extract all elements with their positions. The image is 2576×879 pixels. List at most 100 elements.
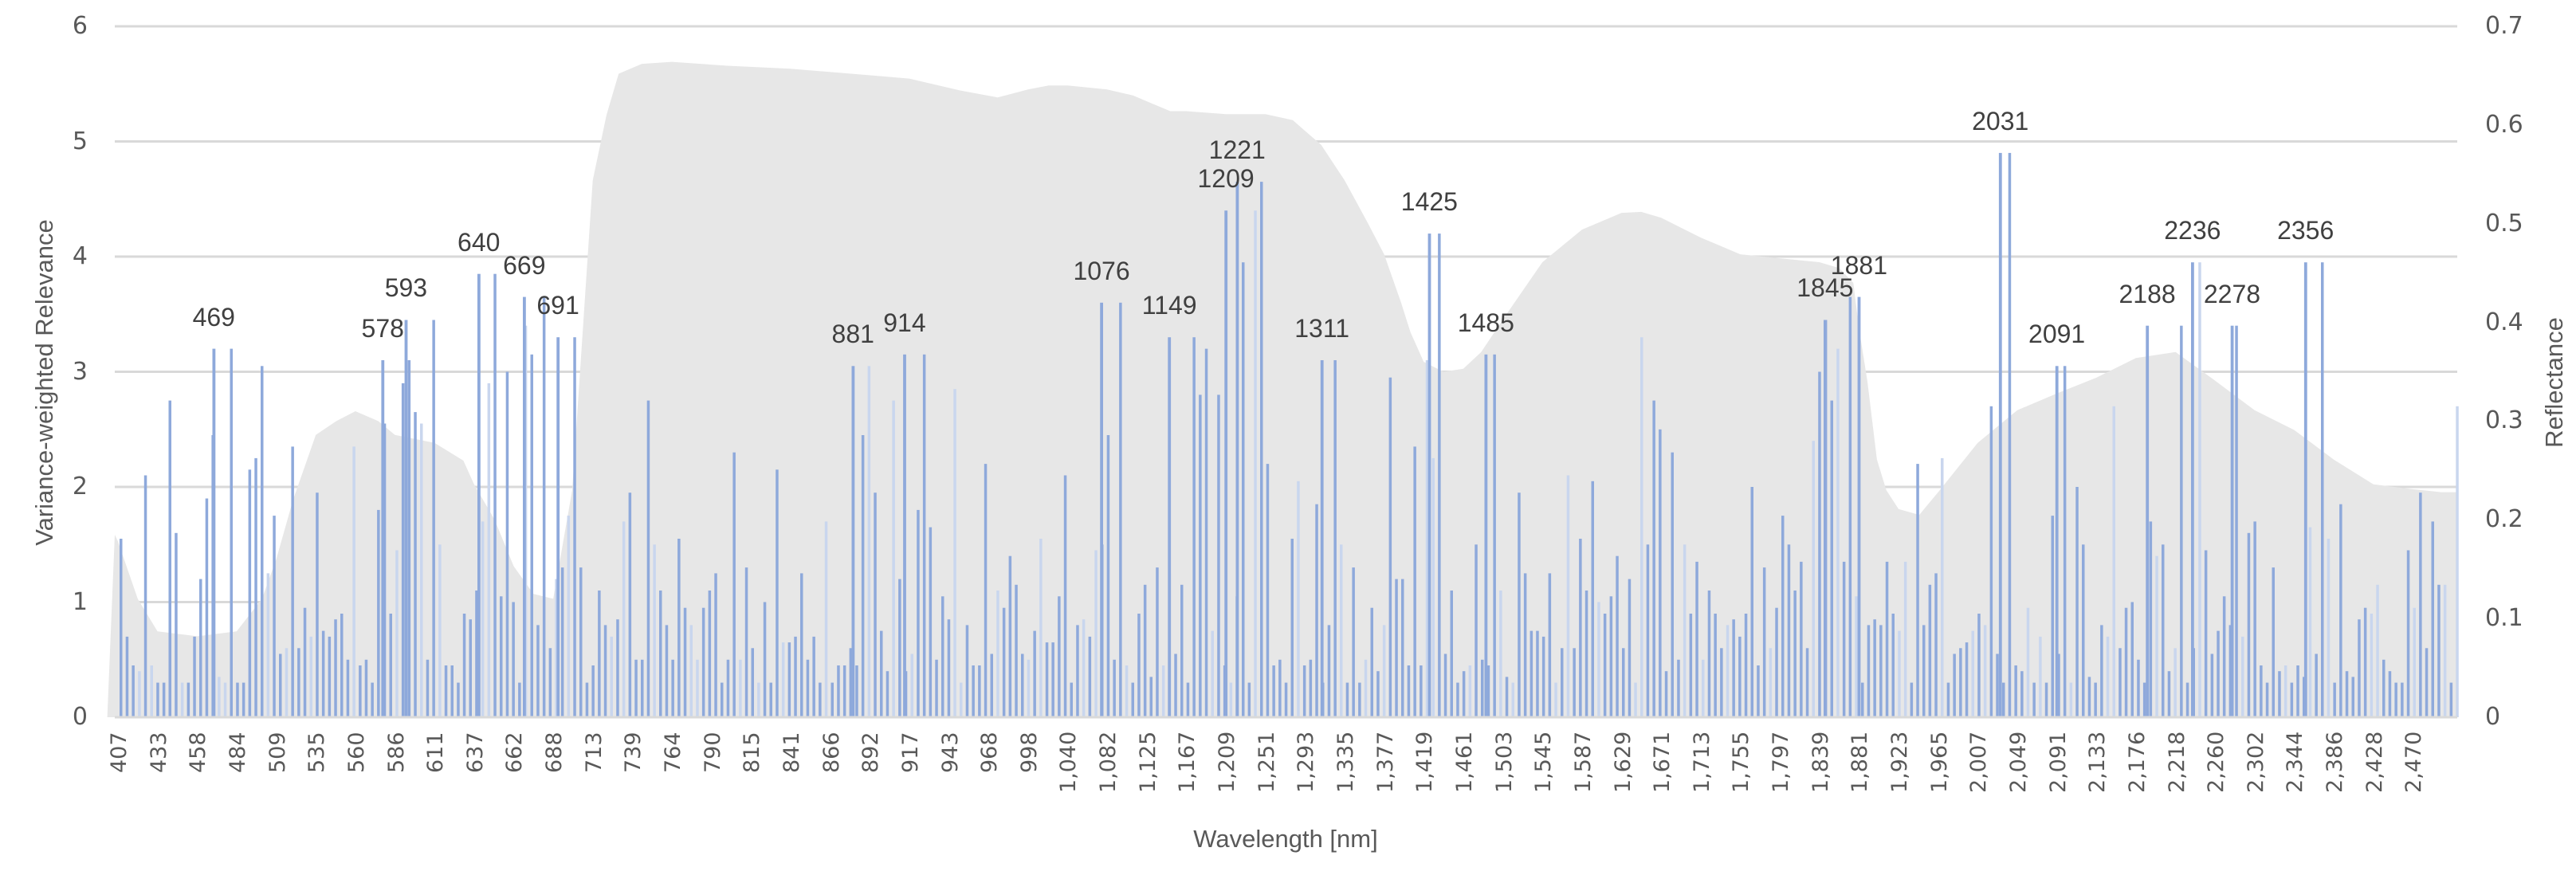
relevance-bar xyxy=(2014,665,2017,717)
relevance-bar xyxy=(321,630,325,717)
relevance-bar xyxy=(1867,625,1871,717)
relevance-bar xyxy=(223,682,227,717)
relevance-bar xyxy=(2401,682,2404,717)
x-tick: 407 xyxy=(107,732,132,773)
relevance-bar xyxy=(1076,625,1079,717)
relevance-bar xyxy=(1597,602,1600,717)
relevance-bar xyxy=(1818,371,1821,717)
peak-label: 1845 xyxy=(1797,273,1854,303)
relevance-bar xyxy=(2228,625,2232,717)
relevance-bar xyxy=(180,682,184,717)
relevance-bar xyxy=(757,682,760,717)
relevance-bar xyxy=(1757,665,1760,717)
peak-bar xyxy=(1998,152,2002,717)
relevance-bar xyxy=(1199,394,1202,717)
relevance-bar xyxy=(1548,573,1552,717)
peak-label: 2031 xyxy=(1972,106,2029,135)
peak-bar xyxy=(381,360,385,717)
relevance-bar xyxy=(2020,671,2024,717)
relevance-bar xyxy=(1327,625,1331,717)
peak-bar xyxy=(1484,354,1488,717)
relevance-bar xyxy=(1573,648,1576,717)
relevance-bar xyxy=(739,659,742,718)
relevance-bar xyxy=(1456,682,1459,717)
y-tick-left: 0 xyxy=(72,703,88,731)
x-tick: 866 xyxy=(819,732,844,773)
relevance-bar xyxy=(143,475,147,717)
x-tick: 713 xyxy=(581,732,607,773)
relevance-bar xyxy=(1640,337,1643,717)
relevance-bar xyxy=(922,354,926,717)
relevance-bar xyxy=(1511,682,1514,717)
relevance-bar xyxy=(1873,619,1876,717)
x-tick: 611 xyxy=(423,732,449,773)
relevance-bar xyxy=(346,659,350,718)
relevance-bar xyxy=(1113,659,1116,718)
relevance-bar xyxy=(1836,348,1840,717)
relevance-bar xyxy=(1204,348,1208,717)
relevance-bar xyxy=(475,591,478,717)
relevance-bar xyxy=(1523,573,1527,717)
relevance-bar xyxy=(701,607,705,717)
relevance-bar xyxy=(291,446,294,717)
relevance-bar xyxy=(1518,492,1521,717)
relevance-bar xyxy=(542,296,546,718)
relevance-bar xyxy=(1481,659,1484,718)
relevance-bar xyxy=(787,642,791,717)
relevance-bar xyxy=(2345,671,2349,717)
y-tick-right: 0.3 xyxy=(2485,406,2523,435)
relevance-bar xyxy=(1431,457,1435,717)
x-tick: 535 xyxy=(304,732,330,773)
relevance-bar xyxy=(2044,682,2048,717)
relevance-bar xyxy=(505,371,509,717)
x-tick: 484 xyxy=(225,732,250,773)
relevance-bar xyxy=(2069,682,2073,717)
relevance-bar xyxy=(560,567,564,717)
relevance-bar xyxy=(1290,539,1294,717)
x-tick: 1,965 xyxy=(1926,732,1952,794)
relevance-bar xyxy=(438,544,442,718)
relevance-bar xyxy=(1677,659,1680,718)
relevance-bar xyxy=(2339,504,2342,717)
relevance-bar xyxy=(1254,210,1257,717)
x-tick: 2,470 xyxy=(2401,732,2427,794)
relevance-bar xyxy=(1364,659,1368,718)
relevance-bar xyxy=(1413,446,1416,717)
relevance-bar xyxy=(1885,561,1889,717)
relevance-bar xyxy=(972,665,975,717)
relevance-bar xyxy=(1486,665,1490,717)
relevance-bar xyxy=(1744,614,1748,717)
relevance-bar xyxy=(585,682,589,717)
x-tick: 688 xyxy=(542,732,567,773)
relevance-bar xyxy=(1689,614,1693,717)
x-tick: 2,386 xyxy=(2323,732,2348,794)
relevance-bar xyxy=(812,636,815,717)
relevance-bar xyxy=(254,457,257,717)
x-tick: 2,133 xyxy=(2085,732,2111,794)
peak-label: 593 xyxy=(384,273,428,303)
relevance-bar xyxy=(168,400,171,717)
peak-bar xyxy=(523,296,526,718)
peak-label: 691 xyxy=(536,291,579,320)
y-axis-left-title: Variance-weighted Relevance xyxy=(30,219,58,546)
relevance-bar xyxy=(855,665,858,717)
relevance-bar xyxy=(1536,630,1539,717)
relevance-bar xyxy=(1842,561,1846,717)
relevance-bar xyxy=(1045,642,1049,717)
relevance-bar xyxy=(2142,682,2146,717)
relevance-bar xyxy=(1554,682,1557,717)
relevance-bar xyxy=(1027,659,1031,718)
relevance-bar xyxy=(2137,659,2140,718)
relevance-bar xyxy=(1058,596,1061,717)
relevance-bar xyxy=(996,591,999,717)
x-tick: 1,419 xyxy=(1412,732,1438,794)
relevance-bar xyxy=(1499,591,1502,717)
relevance-bar xyxy=(1848,296,1852,718)
relevance-bar xyxy=(1407,665,1411,717)
x-tick: 2,428 xyxy=(2362,732,2387,794)
x-tick: 1,923 xyxy=(1887,732,1913,794)
relevance-bar xyxy=(469,619,472,717)
relevance-bar xyxy=(1358,682,1361,717)
relevance-bar xyxy=(1260,182,1263,718)
